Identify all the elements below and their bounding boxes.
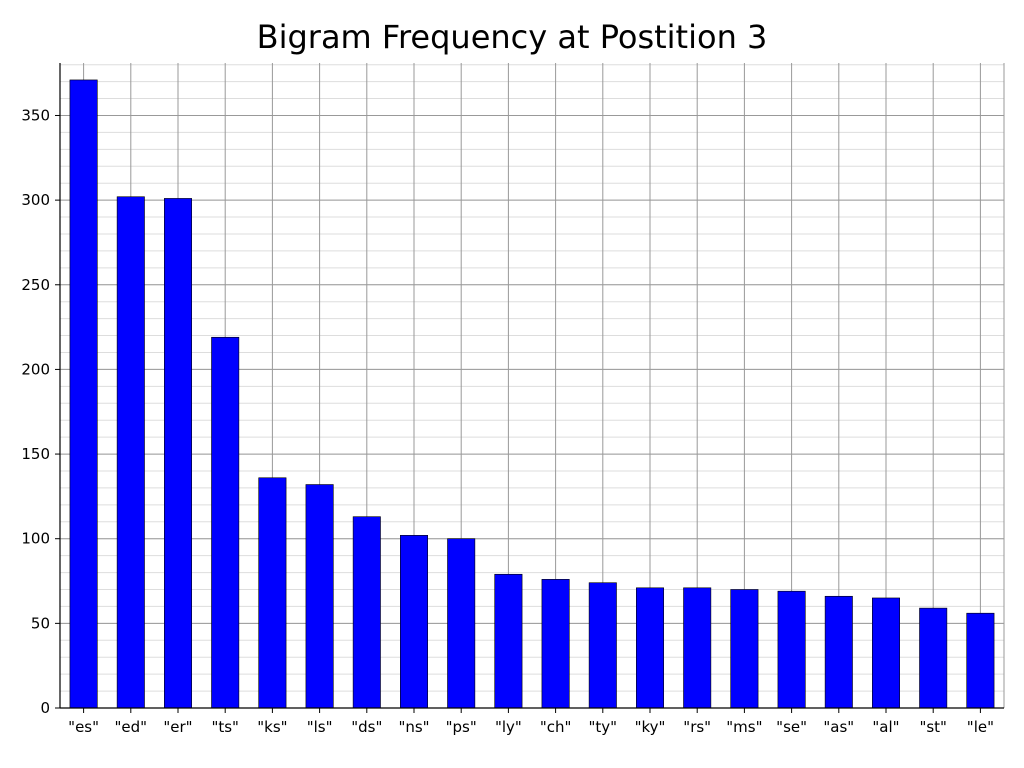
bar (588, 582, 617, 709)
bars (69, 79, 995, 709)
y-tick-label: 300 (21, 191, 50, 209)
y-tick-label: 200 (21, 360, 50, 378)
axes (55, 63, 1004, 713)
x-tick-label: "st" (919, 718, 947, 736)
y-tick-label: 250 (21, 276, 50, 294)
y-tick-label: 150 (21, 445, 50, 463)
y-tick-label: 350 (21, 106, 50, 124)
bar (636, 587, 664, 709)
x-tick-label: "al" (872, 718, 899, 736)
x-tick-label: "ps" (446, 718, 477, 736)
bar (69, 79, 98, 709)
bar (683, 587, 712, 709)
x-tick-label: "as" (823, 718, 854, 736)
x-tick-label: "ch" (540, 718, 572, 736)
x-tick-label: "ly" (495, 718, 522, 736)
bar (824, 595, 853, 709)
x-tick-label: "ts" (211, 718, 239, 736)
bar (919, 607, 948, 709)
bar (447, 538, 476, 709)
bar (164, 198, 192, 709)
x-tick-label: "ns" (398, 718, 429, 736)
y-tick-label: 50 (31, 614, 50, 632)
x-tick-label: "ed" (115, 718, 148, 736)
x-tick-label: "er" (163, 718, 192, 736)
x-tick-label: "rs" (683, 718, 711, 736)
x-tick-label: "ds" (351, 718, 382, 736)
bar (966, 612, 995, 709)
x-tick-label: "se" (776, 718, 807, 736)
x-tick-label: "ky" (635, 718, 666, 736)
bar (211, 336, 240, 709)
bar (305, 484, 334, 709)
x-tick-label: "es" (68, 718, 99, 736)
bar (541, 579, 570, 709)
bar (116, 196, 145, 709)
x-tick-labels: "es" "ed" "er" "ts" "ks" "ls" "ds" "ns" "ps" "ly"… (68, 718, 994, 736)
y-tick-label: 100 (21, 530, 50, 548)
x-tick-label: "ls" (307, 718, 333, 736)
bar (352, 516, 381, 709)
bar (400, 535, 428, 709)
x-tick-label: "ty" (589, 718, 618, 736)
chart-title: Bigram Frequency at Postition 3 (256, 18, 768, 56)
bar (730, 589, 759, 709)
bar (777, 590, 806, 709)
x-tick-label: "le" (967, 718, 994, 736)
minor-grid (60, 64, 1004, 709)
x-tick-label: "ks" (257, 718, 287, 736)
bar (872, 597, 900, 709)
y-tick-labels: 0 50 100 150 200 250 300 350 (21, 106, 50, 717)
bar (258, 477, 287, 709)
major-grid (60, 63, 1005, 709)
bar (494, 573, 523, 709)
y-tick-label: 0 (40, 699, 50, 717)
x-tick-label: "ms" (726, 718, 762, 736)
